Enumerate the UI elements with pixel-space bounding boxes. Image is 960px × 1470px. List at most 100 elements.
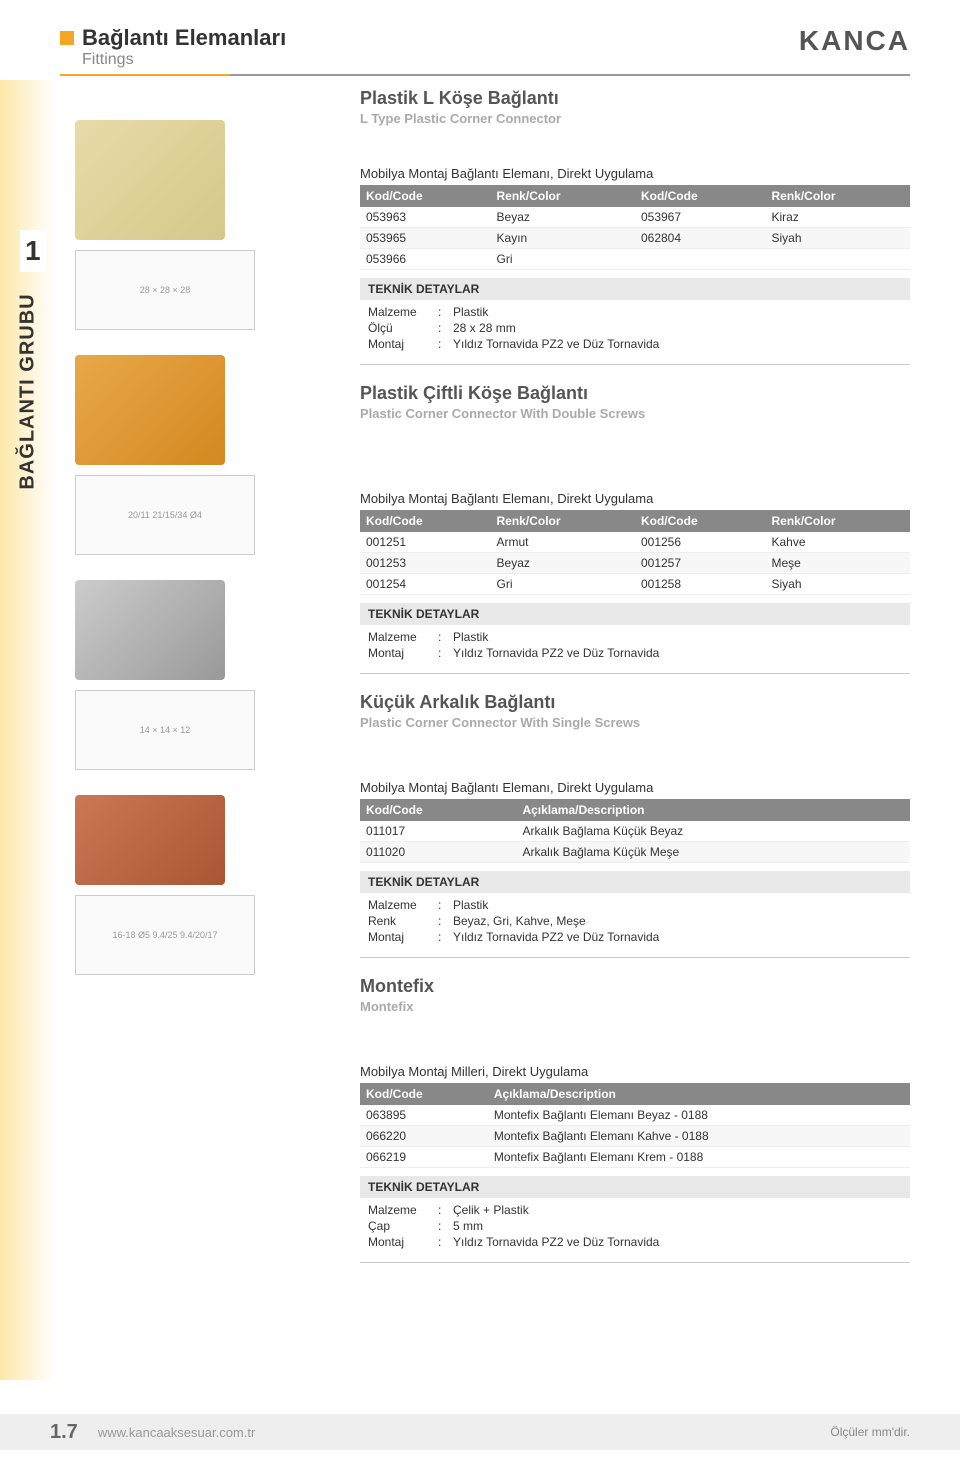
tech-value: Plastik <box>453 630 488 644</box>
tech-separator: : <box>438 1235 453 1249</box>
product-table: Kod/CodeRenk/ColorKod/CodeRenk/Color0539… <box>360 185 910 270</box>
table-row: 066219Montefix Bağlantı Elemanı Krem - 0… <box>360 1147 910 1168</box>
tech-row: Montaj:Yıldız Tornavida PZ2 ve Düz Torna… <box>368 336 902 352</box>
header-divider <box>60 74 910 76</box>
tech-details-body: Malzeme:Çelik + PlastikÇap:5 mmMontaj:Yı… <box>360 1198 910 1254</box>
tech-separator: : <box>438 1219 453 1233</box>
section-title-en: Plastic Corner Connector With Single Scr… <box>360 715 910 730</box>
tech-value: 28 x 28 mm <box>453 321 516 335</box>
table-row: 063895Montefix Bağlantı Elemanı Beyaz - … <box>360 1105 910 1126</box>
tech-separator: : <box>438 321 453 335</box>
tech-row: Malzeme:Plastik <box>368 304 902 320</box>
tech-row: Ölçü:28 x 28 mm <box>368 320 902 336</box>
section-divider <box>360 673 910 674</box>
tech-label: Montaj <box>368 930 438 944</box>
tech-label: Malzeme <box>368 630 438 644</box>
page-footer: 1.7 www.kancaaksesuar.com.tr Ölçüler mm'… <box>0 1414 960 1450</box>
tech-label: Montaj <box>368 1235 438 1249</box>
section-divider <box>360 364 910 365</box>
tech-label: Malzeme <box>368 898 438 912</box>
table-header-cell: Açıklama/Description <box>516 799 910 821</box>
technical-diagram-3: 14 × 14 × 12 <box>75 690 255 770</box>
table-cell: 053965 <box>360 228 491 249</box>
accent-square-icon <box>60 31 74 45</box>
tech-label: Çap <box>368 1219 438 1233</box>
table-row: 011017Arkalık Bağlama Küçük Beyaz <box>360 821 910 842</box>
table-cell: 063895 <box>360 1105 488 1126</box>
tech-row: Çap:5 mm <box>368 1218 902 1234</box>
product-photo-small-back <box>75 580 225 680</box>
table-cell: Arkalık Bağlama Küçük Meşe <box>516 842 910 863</box>
technical-diagram-4: 16-18 Ø5 9.4/25 9.4/20/17 <box>75 895 255 975</box>
tech-details-header: TEKNİK DETAYLAR <box>360 278 910 300</box>
footer-note: Ölçüler mm'dir. <box>830 1425 910 1439</box>
table-cell: Gri <box>491 574 635 595</box>
tech-value: Plastik <box>453 305 488 319</box>
tech-value: Yıldız Tornavida PZ2 ve Düz Tornavida <box>453 337 659 351</box>
product-section: Plastik Çiftli Köşe BağlantıPlastic Corn… <box>360 383 910 674</box>
table-header-cell: Renk/Color <box>491 185 635 207</box>
section-title-en: Plastic Corner Connector With Double Scr… <box>360 406 910 421</box>
table-header-cell: Kod/Code <box>360 1083 488 1105</box>
table-cell <box>766 249 911 270</box>
table-header-cell: Renk/Color <box>766 185 911 207</box>
product-photo-double-corner <box>75 355 225 465</box>
table-cell: Montefix Bağlantı Elemanı Krem - 0188 <box>488 1147 910 1168</box>
table-cell: 066219 <box>360 1147 488 1168</box>
table-caption: Mobilya Montaj Bağlantı Elemanı, Direkt … <box>360 166 910 181</box>
tech-separator: : <box>438 646 453 660</box>
product-table: Kod/CodeAçıklama/Description011017Arkalı… <box>360 799 910 863</box>
section-title-en: L Type Plastic Corner Connector <box>360 111 910 126</box>
section-title-tr: Plastik L Köşe Bağlantı <box>360 88 910 109</box>
table-row: 066220Montefix Bağlantı Elemanı Kahve - … <box>360 1126 910 1147</box>
tech-separator: : <box>438 898 453 912</box>
tech-row: Renk:Beyaz, Gri, Kahve, Meşe <box>368 913 902 929</box>
table-cell <box>635 249 766 270</box>
product-photo-l-corner <box>75 120 225 240</box>
table-row: 053965Kayın062804Siyah <box>360 228 910 249</box>
table-cell: Beyaz <box>491 553 635 574</box>
table-cell: Kahve <box>766 532 911 553</box>
table-cell: 011020 <box>360 842 516 863</box>
product-section: Plastik L Köşe Bağlantı L Type Plastic Co… <box>360 88 910 365</box>
section-divider <box>360 1262 910 1263</box>
footer-url: www.kancaaksesuar.com.tr <box>98 1425 256 1440</box>
tech-value: Yıldız Tornavida PZ2 ve Düz Tornavida <box>453 1235 659 1249</box>
table-cell: Meşe <box>766 553 911 574</box>
table-cell: Kiraz <box>766 207 911 228</box>
tech-label: Malzeme <box>368 1203 438 1217</box>
tech-row: Malzeme:Çelik + Plastik <box>368 1202 902 1218</box>
table-cell: Siyah <box>766 574 911 595</box>
technical-diagram-1: 28 × 28 × 28 <box>75 250 255 330</box>
product-section: Küçük Arkalık BağlantıPlastic Corner Con… <box>360 692 910 958</box>
table-header-cell: Kod/Code <box>635 510 766 532</box>
table-header-cell: Açıklama/Description <box>488 1083 910 1105</box>
tech-separator: : <box>438 914 453 928</box>
brand-logo: KANCA <box>799 25 910 57</box>
table-cell: Gri <box>491 249 635 270</box>
tech-separator: : <box>438 630 453 644</box>
tech-separator: : <box>438 930 453 944</box>
tech-value: Plastik <box>453 898 488 912</box>
table-cell: 001256 <box>635 532 766 553</box>
tech-value: Yıldız Tornavida PZ2 ve Düz Tornavida <box>453 646 659 660</box>
table-row: 001251Armut001256Kahve <box>360 532 910 553</box>
table-cell: Kayın <box>491 228 635 249</box>
tech-details-body: Malzeme:PlastikÖlçü:28 x 28 mmMontaj:Yıl… <box>360 300 910 356</box>
page-title-tr: Bağlantı Elemanları <box>82 25 286 51</box>
table-row: 053966Gri <box>360 249 910 270</box>
tech-label: Malzeme <box>368 305 438 319</box>
tech-row: Malzeme:Plastik <box>368 897 902 913</box>
section-divider <box>360 957 910 958</box>
tech-label: Montaj <box>368 646 438 660</box>
chapter-number: 1 <box>20 230 46 272</box>
tech-row: Montaj:Yıldız Tornavida PZ2 ve Düz Torna… <box>368 645 902 661</box>
table-row: 011020Arkalık Bağlama Küçük Meşe <box>360 842 910 863</box>
table-cell: 001254 <box>360 574 491 595</box>
table-header-cell: Kod/Code <box>635 185 766 207</box>
tech-row: Montaj:Yıldız Tornavida PZ2 ve Düz Torna… <box>368 929 902 945</box>
technical-diagram-2: 20/11 21/15/34 Ø4 <box>75 475 255 555</box>
table-row: 001254Gri001258Siyah <box>360 574 910 595</box>
section-title-en: Montefix <box>360 999 910 1014</box>
tech-separator: : <box>438 305 453 319</box>
